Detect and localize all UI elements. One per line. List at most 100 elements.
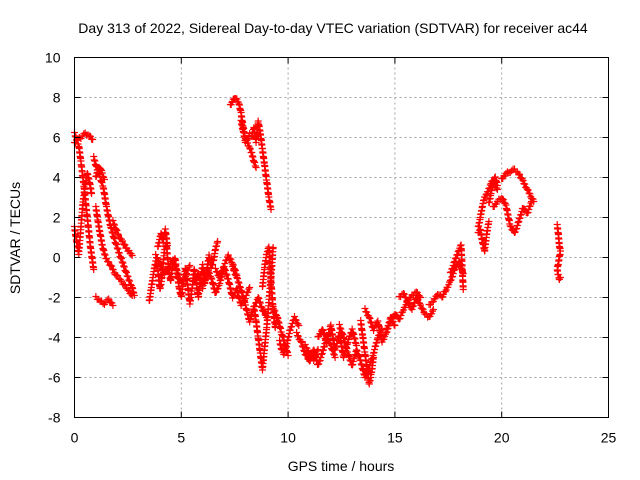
data-point	[452, 254, 460, 262]
data-point	[345, 336, 353, 343]
data-point	[107, 224, 115, 231]
data-series-arc-ag	[474, 218, 493, 255]
y-tick-label: 8	[53, 90, 61, 106]
y-tick-label: 6	[53, 130, 61, 146]
data-point	[355, 352, 363, 359]
data-point	[221, 260, 229, 267]
data-point	[294, 320, 302, 328]
data-point	[223, 271, 231, 279]
data-point	[396, 315, 404, 322]
data-point	[271, 307, 279, 315]
data-point	[301, 341, 309, 348]
data-series-arc-ah	[489, 195, 536, 236]
data-point	[297, 338, 305, 345]
data-point	[298, 339, 306, 346]
data-point	[113, 227, 121, 234]
data-point	[214, 285, 222, 292]
data-point	[109, 217, 117, 224]
data-point	[212, 288, 220, 296]
data-series-arc-aj	[485, 173, 501, 206]
data-point	[246, 130, 254, 137]
data-point	[109, 229, 117, 237]
data-point	[485, 218, 493, 225]
data-point	[181, 274, 189, 282]
data-point	[511, 228, 519, 236]
data-point	[521, 180, 529, 188]
data-point	[122, 268, 130, 275]
data-point	[524, 186, 532, 194]
data-series-arc-j	[152, 251, 194, 287]
data-point	[122, 269, 130, 276]
data-point	[449, 262, 457, 269]
data-point	[234, 275, 242, 282]
data-point	[365, 314, 373, 321]
data-point	[126, 281, 134, 288]
data-point	[251, 162, 259, 170]
data-point	[345, 352, 353, 359]
data-point	[256, 299, 264, 307]
data-point	[346, 356, 354, 364]
y-tick-label: 4	[53, 170, 61, 186]
data-point	[258, 304, 266, 311]
data-point	[158, 264, 166, 272]
data-series-arc-ac	[395, 288, 425, 306]
data-series-arc-f	[92, 293, 117, 309]
data-point	[293, 329, 301, 336]
data-point	[99, 173, 107, 180]
y-tick-label: -8	[48, 410, 61, 426]
data-point	[229, 263, 237, 270]
data-point	[315, 360, 323, 368]
data-series-arc-x	[314, 321, 360, 361]
data-point	[246, 284, 254, 291]
data-point	[338, 330, 346, 337]
data-point	[330, 350, 338, 358]
data-point	[115, 231, 123, 239]
data-point	[319, 327, 327, 334]
data-point	[352, 346, 360, 354]
data-point	[303, 344, 311, 352]
data-point	[108, 228, 116, 236]
data-point	[236, 283, 244, 290]
data-point	[256, 298, 264, 306]
data-point	[526, 190, 534, 198]
data-point	[128, 252, 136, 259]
data-point	[156, 260, 164, 267]
data-point	[530, 198, 538, 205]
x-tick-label: 10	[280, 430, 296, 446]
data-point	[220, 263, 228, 270]
data-points	[71, 95, 564, 388]
data-point	[217, 270, 225, 278]
data-point	[525, 206, 533, 213]
data-point	[171, 262, 179, 269]
data-series-arc-p	[237, 117, 254, 146]
data-point	[361, 305, 369, 312]
data-series-arc-h	[109, 217, 136, 259]
y-tick-label: -6	[48, 370, 61, 386]
data-point	[318, 326, 326, 333]
data-point	[267, 206, 275, 213]
data-point	[501, 199, 509, 207]
data-point	[524, 209, 532, 216]
data-point	[419, 305, 427, 313]
data-point	[449, 265, 457, 272]
data-series-arc-ak	[553, 221, 564, 283]
data-point	[459, 286, 467, 293]
data-series-arc-k	[154, 225, 171, 250]
data-series-arc-u	[276, 337, 292, 359]
data-point	[115, 249, 123, 257]
data-point	[245, 285, 253, 293]
data-point	[172, 263, 180, 270]
data-point	[280, 351, 288, 358]
data-point	[216, 274, 224, 281]
data-point	[336, 324, 344, 332]
data-point	[292, 316, 300, 324]
data-point	[89, 136, 97, 143]
data-series-arc-z	[357, 317, 378, 388]
data-point	[174, 270, 182, 278]
data-point	[152, 251, 160, 258]
data-point	[428, 307, 436, 315]
data-point	[441, 288, 449, 296]
data-point	[224, 251, 232, 259]
